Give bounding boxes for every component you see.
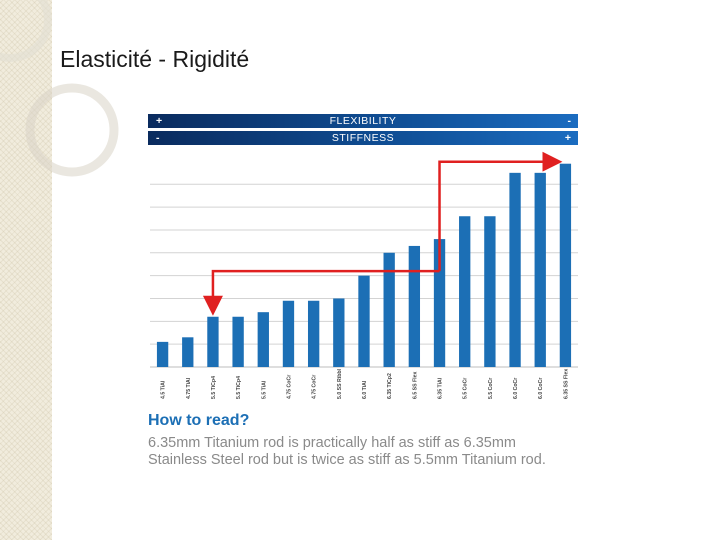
bar: [484, 216, 496, 367]
bar: [257, 312, 269, 367]
flexibility-minus-sign: -: [567, 115, 572, 127]
x-tick-label: 5.5 TiCp4: [211, 376, 217, 399]
stiffness-minus-sign: -: [156, 132, 160, 144]
stiffness-plus-sign: +: [564, 132, 571, 144]
x-tick-label: 6.35 TiCp2: [387, 373, 393, 399]
x-tick-label: 6.0 CoCr: [538, 378, 544, 399]
bar: [408, 245, 421, 367]
bar: [459, 216, 471, 367]
bar: [156, 341, 169, 367]
x-tick-label: 4.75 CoCr: [312, 375, 318, 399]
x-tick-label: 5.0 SS Ribbl: [337, 368, 343, 399]
x-tick-label: 5.5 CoCr: [488, 378, 494, 399]
bar: [534, 172, 546, 367]
stiffness-header: - STIFFNESS +: [148, 131, 578, 145]
x-tick-label: 5.5 CoCr: [463, 378, 469, 399]
flexibility-header: + FLEXIBILITY -: [148, 114, 578, 128]
x-tick-label: 6.0 CoCr: [513, 378, 519, 399]
x-tick-label: 5.5 TiAl: [261, 380, 267, 399]
how-to-read-text: 6.35mm Titanium rod is practically half …: [148, 435, 546, 468]
x-tick-label: 4.75 TiAl: [186, 377, 192, 399]
stiffness-label: STIFFNESS: [331, 132, 395, 144]
x-tick-label: 6.35 TiAl: [438, 377, 444, 399]
flexibility-plus-sign: +: [156, 115, 163, 127]
x-tick-label: 6.35 SS Flex: [563, 369, 569, 399]
bar: [559, 163, 572, 367]
flexibility-label: FLEXIBILITY: [329, 115, 397, 127]
bar: [433, 239, 446, 367]
decorative-strip: [0, 0, 52, 540]
annotation-arrow-down: [202, 269, 440, 316]
bar: [307, 300, 320, 367]
bar: [182, 337, 194, 367]
x-tick-label: 5.5 TiCp4: [236, 376, 242, 399]
bar: [383, 252, 395, 367]
x-tick-label: 4.5 TiAl: [161, 380, 167, 399]
bar: [358, 275, 370, 367]
slide-title: Elasticité - Rigidité: [60, 46, 250, 72]
bar: [282, 300, 295, 367]
bar: [232, 316, 244, 367]
bar: [333, 298, 345, 367]
x-tick-label: 6.0 TiAl: [362, 380, 368, 399]
annotation-arrow-up: [438, 151, 563, 272]
bar: [509, 172, 521, 367]
x-tick-label: 4.75 CoCr: [286, 375, 292, 399]
how-to-read-title: How to read?: [148, 412, 250, 429]
bar: [207, 316, 219, 367]
x-tick-label: 6.5 SS Flex: [412, 371, 418, 399]
